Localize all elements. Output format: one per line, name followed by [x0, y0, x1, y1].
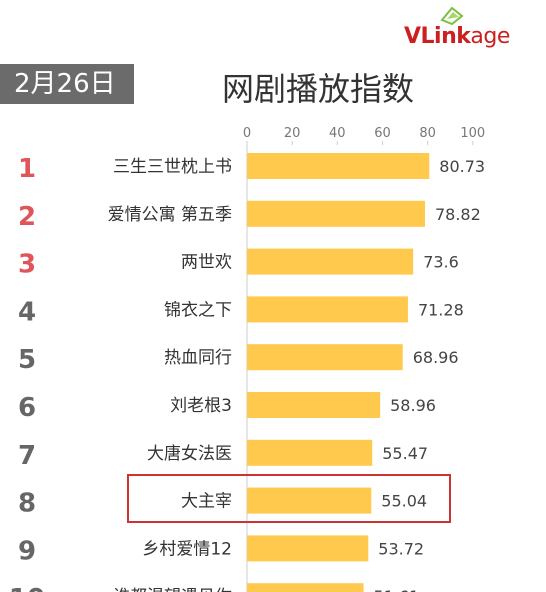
bar [247, 200, 425, 227]
category-label: 乡村爱情12 [142, 539, 232, 559]
x-tick-label: 100 [460, 126, 485, 141]
date-badge: 2月26日 [0, 64, 134, 104]
category-label: 热血同行 [164, 348, 232, 368]
bar [247, 392, 381, 418]
value-label: 78.82 [435, 205, 481, 224]
rank-number: 4 [18, 297, 36, 327]
bar [247, 344, 403, 371]
value-label: 51.61 [374, 587, 420, 592]
x-tick-label: 60 [374, 126, 391, 141]
x-tick-label: 40 [329, 126, 346, 141]
vlinkage-logo: VLinkage [404, 6, 534, 54]
category-label: 三生三世枕上书 [113, 157, 232, 177]
value-label: 71.28 [418, 300, 464, 319]
rank-number: 1 [18, 154, 36, 184]
value-label: 55.04 [381, 492, 427, 511]
category-label: 大主宰 [181, 492, 232, 512]
bar [247, 248, 414, 275]
rank-number: 5 [18, 345, 36, 375]
rank-number: 2 [18, 202, 36, 232]
rank-number: 9 [18, 536, 36, 566]
x-tick-label: 0 [243, 126, 251, 141]
x-tick-label: 20 [284, 126, 301, 141]
bar [247, 487, 372, 514]
bar [247, 583, 364, 592]
logo-text: VLinkage [404, 24, 510, 49]
x-tick-label: 80 [419, 126, 436, 141]
category-label: 爱情公寓 第五季 [108, 205, 232, 225]
value-label: 55.47 [382, 444, 428, 463]
rank-number: 10 [9, 584, 45, 592]
chart-title: 网剧播放指数 [222, 70, 415, 108]
highlight-box [127, 474, 451, 523]
bar [247, 439, 373, 466]
category-label: 两世欢 [181, 253, 232, 273]
bar [247, 535, 369, 562]
category-label: 谁都渴望遇见你 [113, 587, 232, 592]
value-label: 53.72 [378, 539, 424, 558]
category-label: 锦衣之下 [164, 300, 232, 320]
bar [247, 153, 430, 179]
value-label: 73.6 [423, 253, 459, 272]
rank-number: 8 [18, 489, 36, 519]
rank-number: 6 [18, 393, 36, 423]
rank-number: 7 [18, 441, 36, 471]
logo-mark-icon [440, 6, 464, 26]
category-label: 刘老根3 [170, 396, 232, 416]
value-label: 68.96 [413, 348, 459, 367]
value-label: 80.73 [439, 157, 485, 176]
value-label: 58.96 [390, 396, 436, 415]
category-label: 大唐女法医 [147, 443, 232, 464]
rank-number: 3 [18, 250, 36, 280]
bar [247, 296, 408, 323]
